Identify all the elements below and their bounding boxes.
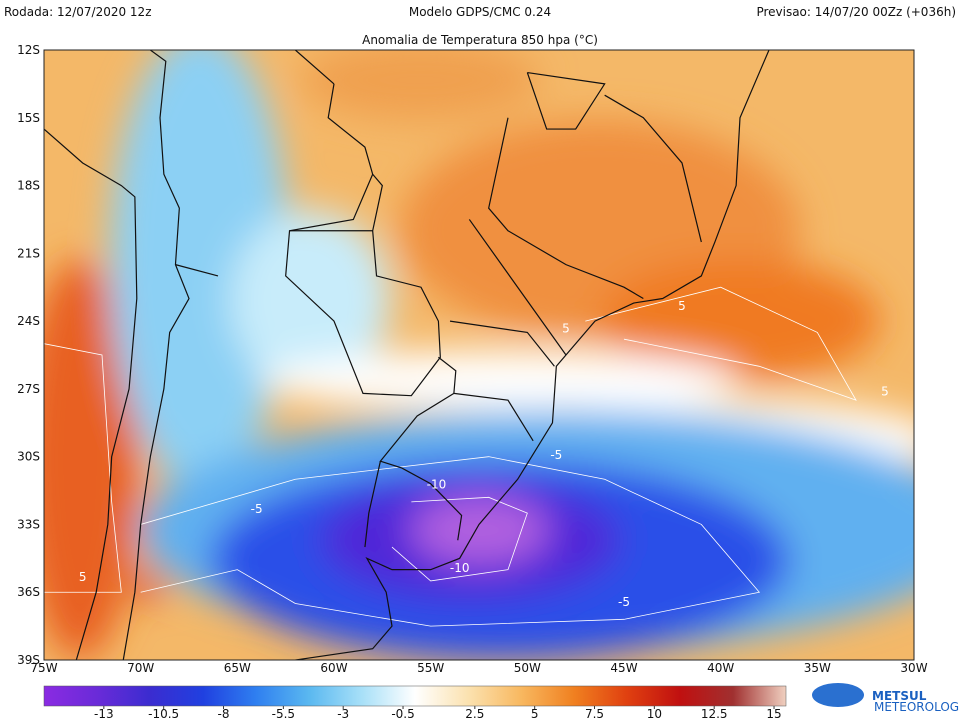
border [294, 50, 770, 660]
border [453, 392, 534, 442]
colorbar-label: 5 [531, 707, 539, 720]
contour-label: -10 [427, 477, 447, 491]
contour-label: 5 [881, 385, 889, 399]
map-frame [43, 49, 915, 661]
border [488, 117, 644, 300]
lat-label: 33S [17, 517, 40, 531]
forecast-label: Previsao: 14/07/20 00Zz (+036h) [756, 5, 956, 19]
lon-label: 55W [417, 661, 444, 675]
border [364, 461, 381, 548]
colorbar-label: 12.5 [701, 707, 728, 720]
contour-line [44, 343, 122, 593]
lat-label: 12S [17, 43, 40, 57]
border [468, 219, 567, 356]
lon-label: 75W [30, 661, 57, 675]
border [604, 94, 702, 243]
lat-label: 15S [17, 111, 40, 125]
lat-label: 21S [17, 246, 40, 260]
contour-line [140, 456, 761, 627]
border [294, 50, 335, 85]
border [449, 320, 555, 367]
border [526, 71, 606, 130]
contour-line [585, 286, 857, 401]
lon-label: 40W [707, 661, 734, 675]
contour-label: -5 [618, 595, 630, 609]
contour-label: 5 [678, 299, 686, 313]
colorbar-label: 10 [647, 707, 662, 720]
colorbar-label: 2.5 [465, 707, 484, 720]
colorbar-label: -8 [218, 707, 230, 720]
coastline [44, 50, 770, 660]
lat-label: 39S [17, 653, 40, 667]
model-label: Modelo GDPS/CMC 0.24 [409, 5, 551, 19]
logo-name: METSUL [872, 689, 927, 703]
contour-label: 5 [562, 321, 570, 335]
contour-label: 5 [79, 570, 87, 584]
map-title: Anomalia de Temperatura 850 hpa (°C) [362, 33, 598, 47]
lon-label: 70W [127, 661, 154, 675]
colorbar-label: -0.5 [391, 707, 414, 720]
colorbar-label: -5.5 [272, 707, 295, 720]
colorbar [43, 685, 787, 707]
colorbar-label: -10.5 [148, 707, 179, 720]
colorbar-label: 15 [766, 707, 781, 720]
lon-label: 30W [900, 661, 927, 675]
colorbar-label: 7.5 [585, 707, 604, 720]
lat-label: 18S [17, 179, 40, 193]
lon-label: 35W [804, 661, 831, 675]
contour-label: -10 [450, 561, 470, 575]
lon-label: 50W [514, 661, 541, 675]
contour-line [391, 496, 528, 582]
contour-label: -5 [251, 502, 263, 516]
border [44, 128, 138, 660]
lat-label: 30S [17, 450, 40, 464]
lon-label: 65W [224, 661, 251, 675]
logo-tagline: METEOROLOGIA [874, 700, 960, 714]
field [44, 50, 914, 660]
border [285, 83, 441, 397]
lat-label: 36S [17, 585, 40, 599]
lon-label: 45W [610, 661, 637, 675]
contour-label: -5 [550, 448, 562, 462]
logo-icon [812, 683, 864, 707]
lat-label: 27S [17, 382, 40, 396]
border [175, 264, 219, 277]
colorbar-label: -13 [94, 707, 114, 720]
run-label: Rodada: 12/07/2020 12z [4, 5, 152, 19]
colorbar-label: -3 [337, 707, 349, 720]
border [122, 50, 190, 660]
lat-label: 24S [17, 314, 40, 328]
lon-label: 60W [320, 661, 347, 675]
